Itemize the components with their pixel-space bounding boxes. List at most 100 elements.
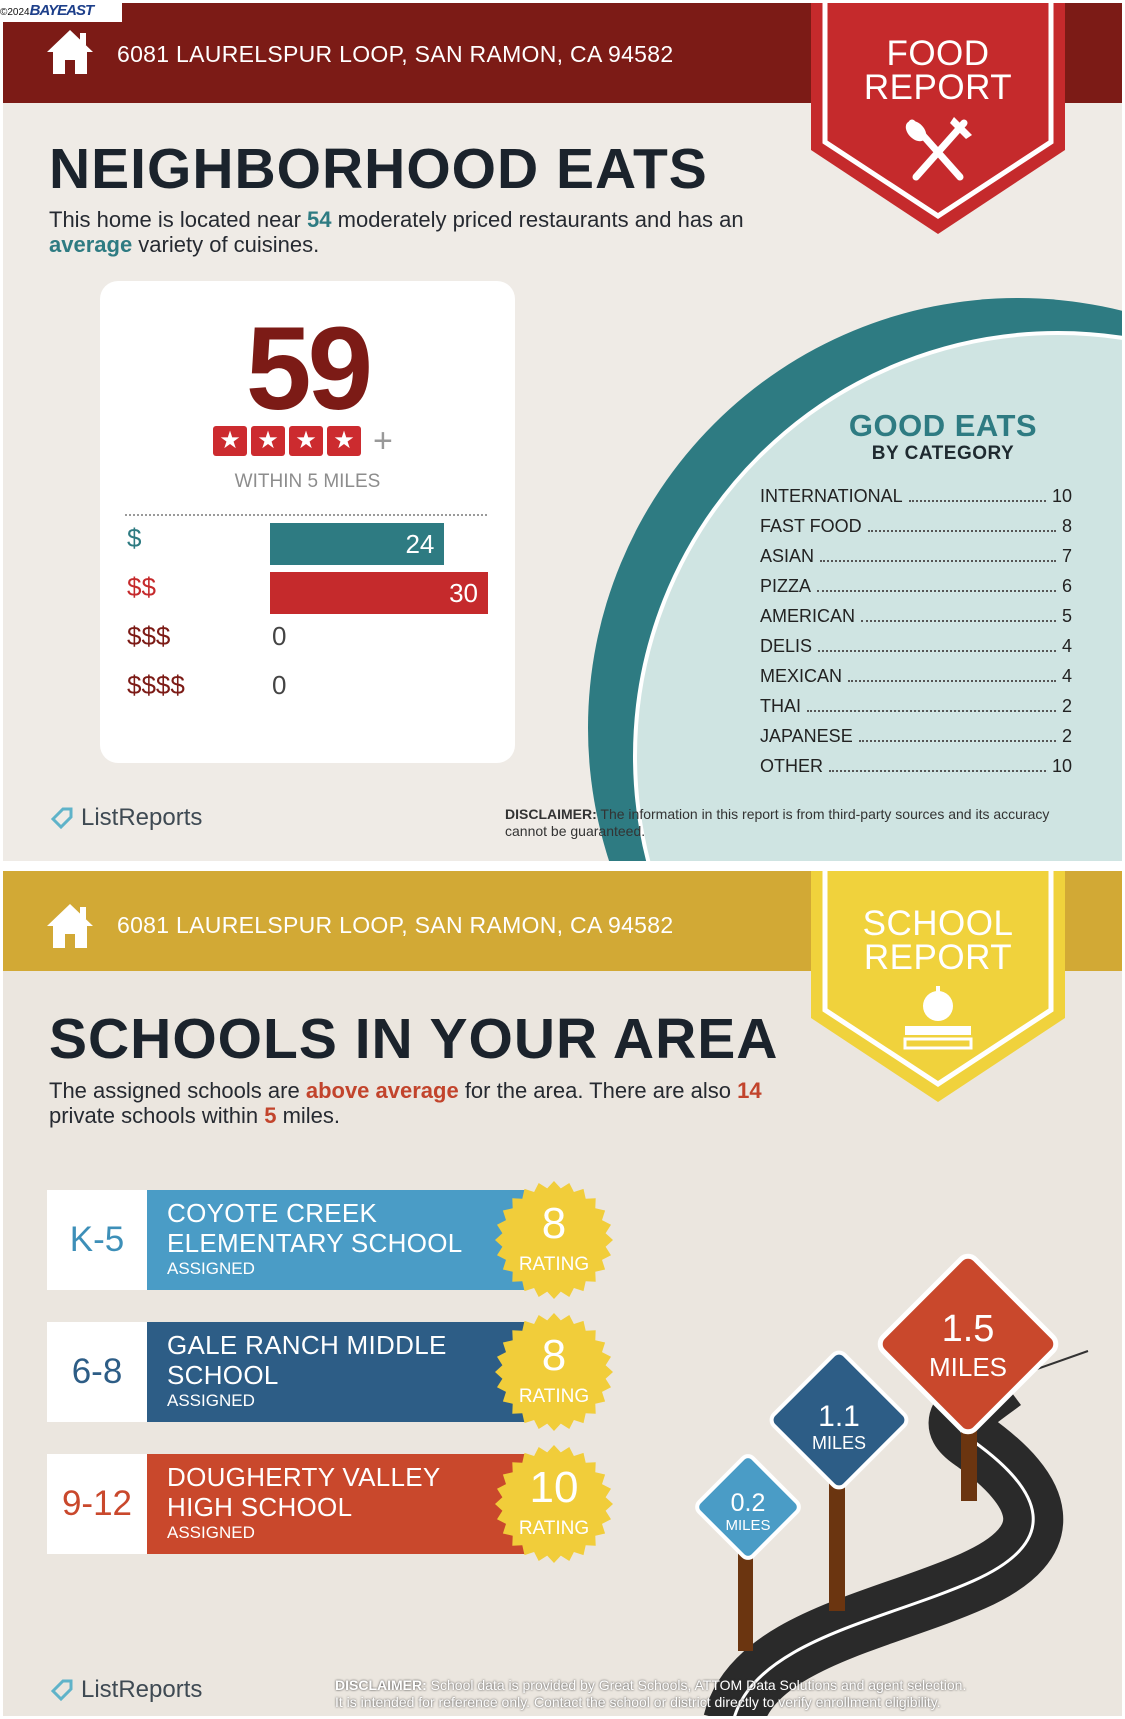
category-name: JAPANESE [760, 726, 853, 746]
disclaimer-text: It is intended for reference only. Conta… [335, 1694, 941, 1710]
restaurant-score: 59 [245, 303, 373, 435]
school-band: GALE RANCH MIDDLE SCHOOL ASSIGNED [147, 1322, 527, 1422]
school-status: ASSIGNED [167, 1259, 255, 1278]
school-intro: The assigned schools are above average f… [49, 1078, 809, 1128]
category-name: INTERNATIONAL [760, 486, 903, 506]
listreports-icon [50, 807, 73, 830]
school-status: ASSIGNED [167, 1523, 255, 1542]
category-name: OTHER [760, 756, 823, 776]
restaurant-count: 54 [307, 207, 332, 232]
restaurant-score-card: 59 ★ ★ ★ ★ + WITHIN 5 MILES $24 $$ 30 $$$ 0 $$$$ 0 [100, 281, 515, 763]
category-row: OTHER 10 [760, 756, 1072, 786]
category-row: THAI 2 [760, 696, 1072, 726]
price-level-label: $ [127, 523, 142, 553]
food-report-panel: 6081 LAURELSPUR LOOP, SAN RAMON, CA 9458… [0, 0, 1125, 864]
disclaimer-label: DISCLAIMER: [505, 806, 597, 822]
food-address: 6081 LAURELSPUR LOOP, SAN RAMON, CA 9458… [117, 41, 674, 67]
price-level-label: $$$$ [127, 670, 185, 700]
price-level-value: 0 [272, 621, 287, 651]
star-icon: ★ [213, 426, 247, 456]
school-address: 6081 LAURELSPUR LOOP, SAN RAMON, CA 9458… [117, 912, 674, 938]
star-icon: ★ [251, 426, 285, 456]
school-quality: above average [305, 1078, 459, 1103]
stars-plus: + [373, 422, 393, 460]
school-name-line1: COYOTE CREEK [167, 1198, 378, 1228]
road-sign-near: 0.2 MILES [695, 1454, 801, 1651]
rating-seal: 10 RATING [495, 1445, 613, 1563]
grade-range: K-5 [47, 1190, 147, 1290]
school-badge-line2: REPORT [863, 938, 1013, 977]
school-status: ASSIGNED [167, 1391, 255, 1410]
leader-dots [858, 729, 1056, 742]
star-rating: ★ ★ ★ ★ + [213, 422, 393, 460]
school-name-line1: DOUGHERTY VALLEY [167, 1462, 441, 1492]
school-row: 9-12 DOUGHERTY VALLEY HIGH SCHOOL ASSIGNED [47, 1454, 527, 1554]
category-name: PIZZA [760, 576, 812, 596]
category-row: INTERNATIONAL 10 [760, 486, 1072, 516]
leader-dots [807, 699, 1056, 712]
school-radius: 5 [264, 1103, 277, 1128]
grade-range: 9-12 [47, 1454, 147, 1554]
school-intro-text: private schools within [49, 1103, 265, 1128]
road-sign-mid: 1.1 MILES [769, 1350, 909, 1611]
road-illustration: 1.5 MILES 1.1 MILES 0.2 MILES [695, 1253, 1089, 1716]
category-count: 5 [1061, 606, 1072, 626]
food-intro: This home is located near 54 moderately … [49, 207, 809, 257]
category-count: 4 [1061, 666, 1072, 686]
listreports-logo: ListReports [49, 804, 202, 832]
good-eats-subtitle: BY CATEGORY [871, 443, 1015, 464]
school-name-line1: GALE RANCH MIDDLE [167, 1330, 447, 1360]
leader-dots [861, 609, 1056, 622]
category-row: AMERICAN 5 [760, 606, 1072, 636]
leader-dots [817, 579, 1056, 592]
category-name: THAI [760, 696, 802, 716]
apple-books-icon [903, 986, 973, 1050]
sign-unit: MILES [812, 1433, 866, 1453]
listreports-text: ListReports [81, 1676, 203, 1703]
sign-unit: MILES [929, 1352, 1007, 1382]
school-band: DOUGHERTY VALLEY HIGH SCHOOL ASSIGNED [147, 1454, 527, 1554]
price-level-label: $$ [127, 572, 156, 602]
food-intro-text: variety of cuisines. [132, 232, 320, 257]
leader-dots [818, 639, 1056, 652]
school-row: 6-8 GALE RANCH MIDDLE SCHOOL ASSIGNED [47, 1322, 527, 1422]
sign-distance: 0.2 [731, 1489, 766, 1517]
rating-seal: 8 RATING [495, 1313, 613, 1431]
school-disclaimer: DISCLAIMER: School data is provided by G… [335, 1677, 1095, 1711]
food-intro-text: moderately priced restaurants and has an [331, 207, 744, 232]
rating-label: RATING [518, 1386, 590, 1407]
school-row: K-5 COYOTE CREEK ELEMENTARY SCHOOL ASSIGNED [47, 1190, 527, 1290]
disclaimer-text: The information in this report is from t… [505, 806, 1050, 839]
food-badge-line1: FOOD [886, 34, 990, 73]
category-row: ASIAN 7 [760, 546, 1072, 576]
sign-unit: MILES [725, 1517, 770, 1534]
disclaimer-label: DISCLAIMER: [335, 1677, 427, 1693]
category-count: 2 [1061, 696, 1072, 716]
copyright-year: ©2024 [0, 7, 30, 18]
food-title: NEIGHBORHOOD EATS [49, 137, 708, 201]
leader-dots [820, 549, 1056, 562]
school-badge-line1: SCHOOL [862, 904, 1014, 943]
rating-value: 8 [541, 1199, 567, 1248]
leader-dots [867, 519, 1056, 532]
rating-seal: 8 RATING [495, 1181, 613, 1299]
category-row: DELIS 4 [760, 636, 1072, 666]
rating-label: RATING [518, 1254, 590, 1275]
school-name-line2: SCHOOL [167, 1360, 279, 1390]
category-count: 2 [1061, 726, 1072, 746]
category-list: INTERNATIONAL 10 FAST FOOD 8 ASIAN 7 PIZZA 6 AME… [760, 486, 1072, 786]
category-name: ASIAN [760, 546, 815, 566]
category-count: 10 [1051, 756, 1072, 776]
price-level-label: $$$ [127, 621, 171, 651]
leader-dots [829, 759, 1046, 772]
food-report-badge [811, 3, 1065, 234]
cuisine-variety: average [49, 232, 133, 257]
category-name: FAST FOOD [760, 516, 862, 536]
category-count: 4 [1061, 636, 1072, 656]
category-name: MEXICAN [760, 666, 843, 686]
category-count: 6 [1061, 576, 1072, 596]
fork-knife-icon [905, 117, 972, 181]
food-badge-line2: REPORT [863, 68, 1013, 107]
listreports-icon [50, 1679, 73, 1702]
school-intro-text: miles. [276, 1103, 341, 1128]
